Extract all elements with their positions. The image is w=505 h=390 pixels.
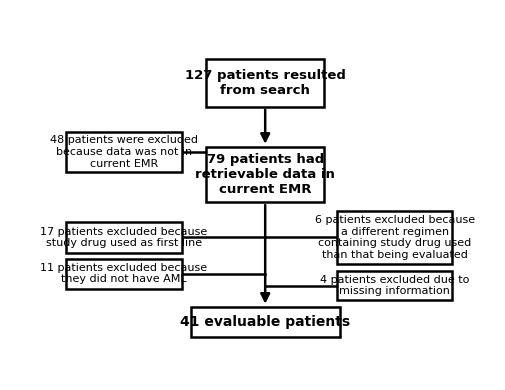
FancyBboxPatch shape [66,132,181,172]
Text: 41 evaluable patients: 41 evaluable patients [180,315,349,328]
FancyBboxPatch shape [66,259,181,289]
FancyBboxPatch shape [336,211,451,264]
FancyBboxPatch shape [190,307,339,337]
Text: 48 patients were excluded
because data was not in
current EMR: 48 patients were excluded because data w… [50,135,197,168]
Text: 127 patients resulted
from search: 127 patients resulted from search [184,69,345,97]
FancyBboxPatch shape [336,271,451,300]
FancyBboxPatch shape [206,147,323,202]
FancyBboxPatch shape [66,222,181,253]
Text: 79 patients had
retrievable data in
current EMR: 79 patients had retrievable data in curr… [195,153,334,196]
Text: 4 patients excluded due to
missing information: 4 patients excluded due to missing infor… [319,275,468,296]
Text: 11 patients excluded because
they did not have AML: 11 patients excluded because they did no… [40,263,207,284]
Text: 6 patients excluded because
a different regimen
containing study drug used
than : 6 patients excluded because a different … [314,215,474,260]
Text: 17 patients excluded because
study drug used as first line: 17 patients excluded because study drug … [40,227,207,248]
FancyBboxPatch shape [206,59,323,107]
